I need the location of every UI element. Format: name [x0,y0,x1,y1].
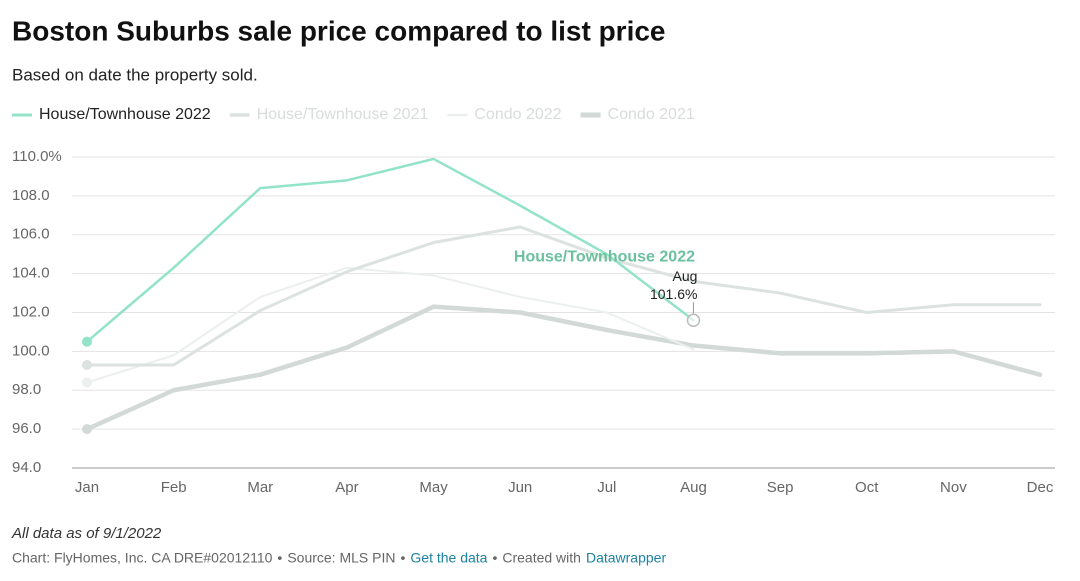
x-tick-label: Oct [855,479,879,496]
start-dot [82,336,92,347]
footer-link[interactable]: Datawrapper [586,550,666,566]
y-tick-label: 110.0% [12,148,62,165]
legend-label: House/Townhouse 2021 [257,106,429,123]
start-dot [82,359,92,370]
y-tick-label: 102.0 [12,303,50,320]
legend: House/Townhouse 2022 House/Townhouse 2021… [12,106,695,123]
end-marker [686,313,701,328]
x-tick-label: Jul [597,479,616,496]
x-tick-label: Jun [508,479,532,496]
series-line [85,157,695,343]
y-tick-label: 94.0 [12,459,41,476]
x-tick-label: Aug [680,479,707,496]
series-line [85,225,1042,367]
footer-text: • [277,550,282,566]
series-line [84,304,1043,432]
chart-title: Boston Suburbs sale price compared to li… [12,15,666,46]
legend-label: Condo 2022 [474,106,561,123]
footer-text: Chart: FlyHomes, Inc. CA DRE#02012110 [12,550,273,566]
value-label: 101.6% [650,286,697,302]
footer-text: Created with [502,550,581,566]
x-tick-label: Feb [161,479,187,496]
footer-text: • [492,550,497,566]
chart-subtitle: Based on date the property sold. [12,65,258,84]
y-tick-label: 100.0 [12,342,50,359]
y-tick-label: 98.0 [12,381,41,398]
grid: 94.0 96.0 98.0 100.0 102.0 104.0 106.0 108.0 110… [12,148,1055,496]
x-tick-label: Apr [335,479,358,496]
x-tick-label: Sep [767,479,794,496]
y-tick-label: 104.0 [12,265,50,282]
footer: Chart: FlyHomes, Inc. CA DRE#02012110 • So… [12,550,666,566]
footer-text: • [400,550,405,566]
footer-link[interactable]: Get the data [410,550,487,566]
x-tick-label: May [419,479,448,496]
note: All data as of 9/1/2022 [11,525,162,542]
legend-label: Condo 2021 [608,106,695,123]
footer-text: Source: MLS PIN [287,550,395,566]
x-tick-label: Mar [247,479,273,496]
y-tick-label: 106.0 [12,226,50,243]
x-tick-label: Dec [1027,479,1054,496]
x-tick-label: Nov [940,479,967,496]
series-line [86,266,695,384]
legend-label: House/Townhouse 2022 [39,106,211,123]
x-tick-label: Jan [75,479,99,496]
lines: House/Townhouse 2022 Aug 101.6% [82,157,1043,435]
y-tick-label: 96.0 [12,420,41,437]
start-dot [82,377,92,388]
series-annotation: House/Townhouse 2022 [514,248,695,265]
annotation-category: Aug [673,268,698,284]
y-tick-label: 108.0 [12,187,50,204]
start-dot [82,424,92,435]
